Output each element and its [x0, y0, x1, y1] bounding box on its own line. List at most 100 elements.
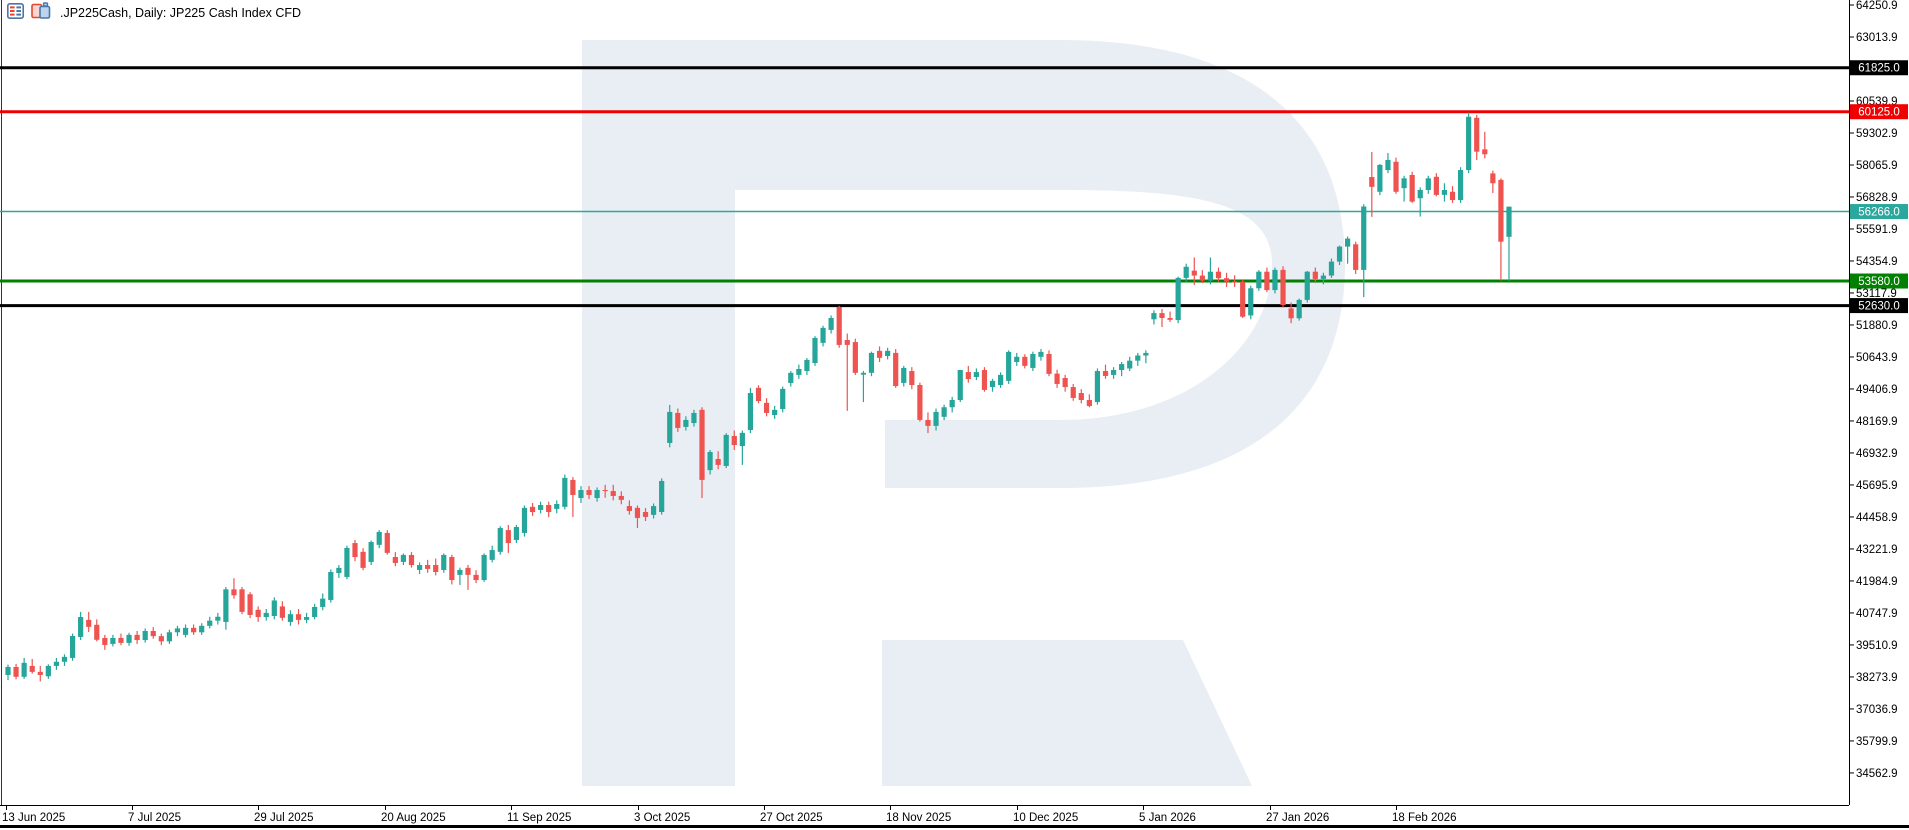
- price-axis-label: 54354.9: [1856, 256, 1898, 268]
- candle-up: [78, 617, 84, 637]
- candle-up: [796, 368, 802, 375]
- candle-up: [207, 620, 213, 626]
- candle-down: [449, 557, 455, 581]
- candle-down: [13, 666, 19, 677]
- candle-down: [876, 350, 883, 358]
- candle-up: [400, 554, 407, 562]
- candle-down: [1482, 149, 1488, 155]
- candle-down: [1433, 176, 1439, 195]
- candle-down: [610, 491, 616, 496]
- candle-down: [231, 589, 237, 596]
- candle-down: [618, 495, 624, 500]
- candle-up: [650, 506, 657, 515]
- candle-down: [1264, 271, 1270, 291]
- price-badge-text: 52630.0: [1858, 301, 1900, 313]
- candle-up: [997, 374, 1004, 386]
- candle-down: [925, 419, 931, 426]
- candle-up: [61, 656, 68, 662]
- candle-up: [263, 612, 269, 618]
- price-axis-label: 55591.9: [1856, 224, 1898, 236]
- candle-down: [1215, 271, 1222, 279]
- candle-down: [917, 385, 923, 420]
- candle-up: [174, 628, 181, 633]
- chart-header: .JP225Cash, Daily: JP225 Cash Index CFD: [7, 2, 301, 22]
- candle-up: [901, 367, 907, 383]
- candle-down: [360, 551, 366, 568]
- candle-down: [392, 557, 398, 563]
- candle-down: [505, 530, 511, 544]
- candle-up: [320, 598, 326, 607]
- candle-down: [295, 614, 302, 620]
- candle-down: [408, 554, 415, 566]
- candle-down: [1199, 275, 1205, 281]
- candle-down: [425, 565, 431, 569]
- candle-up: [788, 372, 794, 383]
- candle-up: [973, 372, 979, 377]
- candle-down: [1369, 177, 1375, 187]
- candle-up: [287, 614, 294, 622]
- candle-down: [86, 619, 92, 627]
- price-axis-label: 34562.9: [1856, 768, 1898, 780]
- candle-up: [554, 503, 560, 509]
- candle-down: [634, 507, 641, 518]
- candle-up: [804, 359, 810, 372]
- price-axis-label: 44458.9: [1856, 512, 1898, 524]
- candle-up: [1151, 313, 1157, 320]
- date-axis-label: 13 Jun 2025: [2, 812, 65, 824]
- candle-down: [134, 634, 140, 641]
- candle-up: [1304, 271, 1310, 300]
- time-axis[interactable]: 13 Jun 2025 7 Jul 2025 29 Jul 2025 20 Aug 2…: [2, 805, 1457, 824]
- candle-down: [1070, 387, 1076, 398]
- candle-down: [844, 339, 850, 345]
- date-axis-label: 27 Oct 2025: [760, 812, 823, 824]
- candle-up: [707, 451, 713, 471]
- date-axis-label: 18 Nov 2025: [886, 812, 951, 824]
- price-badge-text: 53580.0: [1858, 276, 1900, 288]
- candle-down: [239, 589, 245, 612]
- candle-up: [126, 634, 132, 643]
- candle-up: [497, 528, 503, 552]
- candle-up: [271, 600, 277, 616]
- candle-down: [981, 370, 988, 390]
- candle-up: [521, 507, 528, 533]
- candle-up: [1256, 271, 1262, 289]
- candle-up: [1272, 269, 1278, 291]
- candle-down: [1449, 191, 1456, 201]
- candle-up: [1457, 170, 1464, 201]
- price-axis[interactable]: 64250.963013.960539.959302.958065.956828…: [1849, 0, 1898, 780]
- candle-up: [1441, 189, 1448, 195]
- price-axis-label: 46932.9: [1856, 448, 1898, 460]
- price-axis-label: 45695.9: [1856, 480, 1898, 492]
- candle-up: [1377, 164, 1383, 192]
- candle-up: [1336, 246, 1343, 262]
- candle-down: [602, 490, 608, 492]
- candle-down: [1409, 174, 1415, 202]
- candle-up: [1417, 189, 1423, 199]
- candle-up: [457, 569, 463, 575]
- candle-down: [191, 627, 197, 633]
- candle-up: [1401, 178, 1407, 189]
- candle-up: [223, 589, 229, 622]
- date-axis-label: 7 Jul 2025: [128, 812, 181, 824]
- candle-up: [481, 554, 487, 581]
- candle-up: [21, 662, 27, 677]
- price-axis-label: 38273.9: [1856, 672, 1898, 684]
- candle-down: [1167, 318, 1173, 320]
- price-axis-label: 48169.9: [1856, 416, 1898, 428]
- price-badge-text: 60125.0: [1858, 107, 1900, 119]
- candle-up: [1248, 288, 1254, 316]
- candle-up: [1466, 116, 1472, 171]
- candle-down: [731, 435, 737, 446]
- candle-up: [1038, 351, 1044, 357]
- price-axis-label: 50643.9: [1856, 352, 1898, 364]
- price-badge-56266.0: [1850, 204, 1908, 220]
- price-axis-label: 63013.9: [1856, 32, 1898, 44]
- date-axis-label: 10 Dec 2025: [1013, 812, 1078, 824]
- candle-up: [828, 318, 834, 330]
- candle-up: [1506, 206, 1512, 237]
- date-axis-label: 29 Jul 2025: [254, 812, 313, 824]
- candle-up: [1385, 159, 1391, 171]
- candle-up: [513, 527, 520, 540]
- candle-up: [812, 337, 818, 364]
